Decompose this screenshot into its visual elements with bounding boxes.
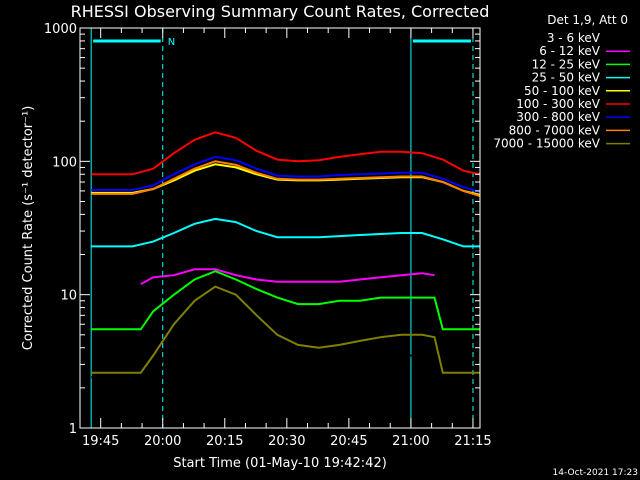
series-line-800-7000-kev [91,160,481,197]
x-axis-label: Start Time (01-May-10 19:42:42) [173,456,387,471]
legend-label: 12 - 25 keV [532,57,601,71]
x-tick-label: 20:45 [330,434,367,449]
x-tick-label: 19:45 [82,434,119,449]
x-tick-label: 21:00 [392,434,429,449]
legend-label: 300 - 800 keV [516,110,600,124]
series-line-3-6-kev [91,314,436,419]
plot-frame [79,27,481,429]
x-tick-label: 20:30 [268,434,305,449]
y-tick-label: 10 [60,289,77,304]
data-series [91,131,481,419]
legend-label: 25 - 50 keV [532,71,601,85]
legend-label: 6 - 12 keV [539,44,601,58]
night-label: N [168,37,175,48]
series-line-12-25-kev [91,270,480,331]
chart-title: RHESSI Observing Summary Count Rates, Co… [71,2,490,21]
footer-date: 14-Oct-2021 17:23 [553,468,638,478]
legend-label: 800 - 7000 keV [509,123,601,137]
legend-title: Det 1,9, Att 0 [547,13,628,27]
series-line-6-12-kev [140,268,435,285]
y-axis: 1 10 100 1000 [44,22,480,437]
legend-label: 50 - 100 keV [524,84,601,98]
series-line-7000-15000-kev [91,285,480,374]
x-axis: 19:45 20:00 20:15 20:30 20:45 21:00 21:15 [79,28,492,449]
y-tick-label: 100 [52,155,77,170]
night-markers: N [90,28,474,428]
legend-label: 7000 - 15000 keV [493,137,600,151]
y-tick-label: 1 [69,422,77,437]
x-tick-label: 20:15 [206,434,243,449]
legend-label: 3 - 6 keV [547,31,601,45]
y-axis-label: Corrected Count Rate (s⁻¹ detector⁻¹) [21,106,36,351]
series-line-300-800-kev [91,155,481,193]
series-line-25-50-kev [91,217,480,248]
x-tick-label: 20:00 [144,434,181,449]
series-line-100-300-kev [91,131,481,176]
y-tick-label: 1000 [44,22,77,37]
legend-label: 100 - 300 keV [516,97,600,111]
x-tick-label: 21:15 [454,434,491,449]
